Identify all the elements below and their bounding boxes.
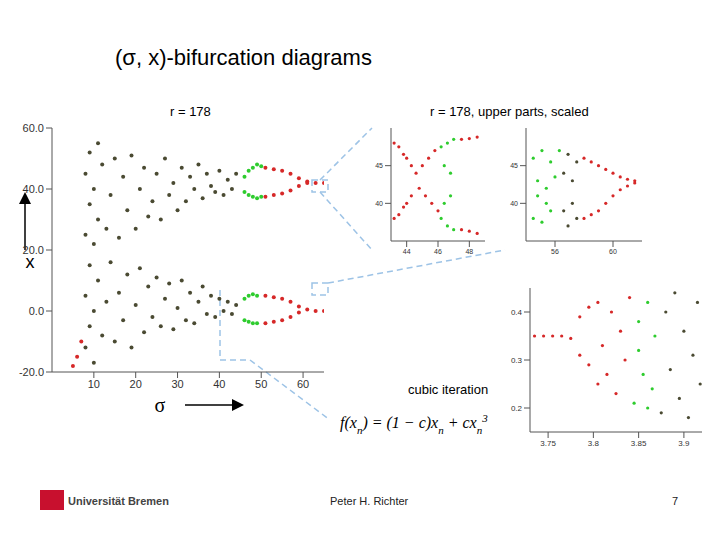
- svg-text:40: 40: [213, 378, 225, 390]
- svg-text:40: 40: [375, 200, 383, 207]
- svg-text:48: 48: [465, 248, 473, 255]
- svg-text:3.75: 3.75: [540, 439, 556, 448]
- svg-text:Universität Bremen: Universität Bremen: [68, 495, 169, 507]
- svg-text:46: 46: [434, 248, 442, 255]
- svg-text:7: 7: [672, 495, 678, 507]
- html-text:r = 178: r = 178: [170, 104, 211, 119]
- svg-text:20: 20: [130, 378, 142, 390]
- svg-text:60: 60: [609, 248, 617, 255]
- svg-text:-20.0: -20.0: [19, 366, 44, 378]
- svg-text:60: 60: [297, 378, 309, 390]
- html-text:r = 178, upper parts, scaled: r = 178, upper parts, scaled: [430, 104, 589, 119]
- svg-text:20.0: 20.0: [23, 244, 44, 256]
- svg-text:40.0: 40.0: [23, 183, 44, 195]
- svg-text:45: 45: [375, 162, 383, 169]
- svg-text:3.8: 3.8: [588, 439, 600, 448]
- svg-text:50: 50: [255, 378, 267, 390]
- html-text:cubic iteration: cubic iteration: [408, 382, 489, 397]
- svg-text:44: 44: [403, 248, 411, 255]
- svg-text:0.0: 0.0: [29, 305, 44, 317]
- svg-text:Peter H. Richter: Peter H. Richter: [330, 495, 409, 507]
- svg-text:0.3: 0.3: [511, 356, 523, 365]
- svg-text:3.9: 3.9: [678, 439, 690, 448]
- svg-text:σ: σ: [155, 394, 166, 416]
- svg-text:10: 10: [88, 378, 100, 390]
- svg-text:56: 56: [551, 248, 559, 255]
- html-text:(σ, x)-bifurcation diagrams: (σ, x)-bifurcation diagrams: [115, 45, 372, 70]
- svg-text:60.0: 60.0: [23, 122, 44, 134]
- svg-text:3.85: 3.85: [631, 439, 647, 448]
- svg-text:x: x: [25, 252, 35, 272]
- svg-text:30: 30: [171, 378, 183, 390]
- svg-text:0.4: 0.4: [511, 308, 523, 317]
- svg-text:45: 45: [510, 162, 518, 169]
- svg-text:0.2: 0.2: [511, 404, 523, 413]
- svg-text:40: 40: [510, 200, 518, 207]
- svg-text:f(xn) = (1 − c)xn + cxn3: f(xn) = (1 − c)xn + cxn3: [340, 412, 488, 436]
